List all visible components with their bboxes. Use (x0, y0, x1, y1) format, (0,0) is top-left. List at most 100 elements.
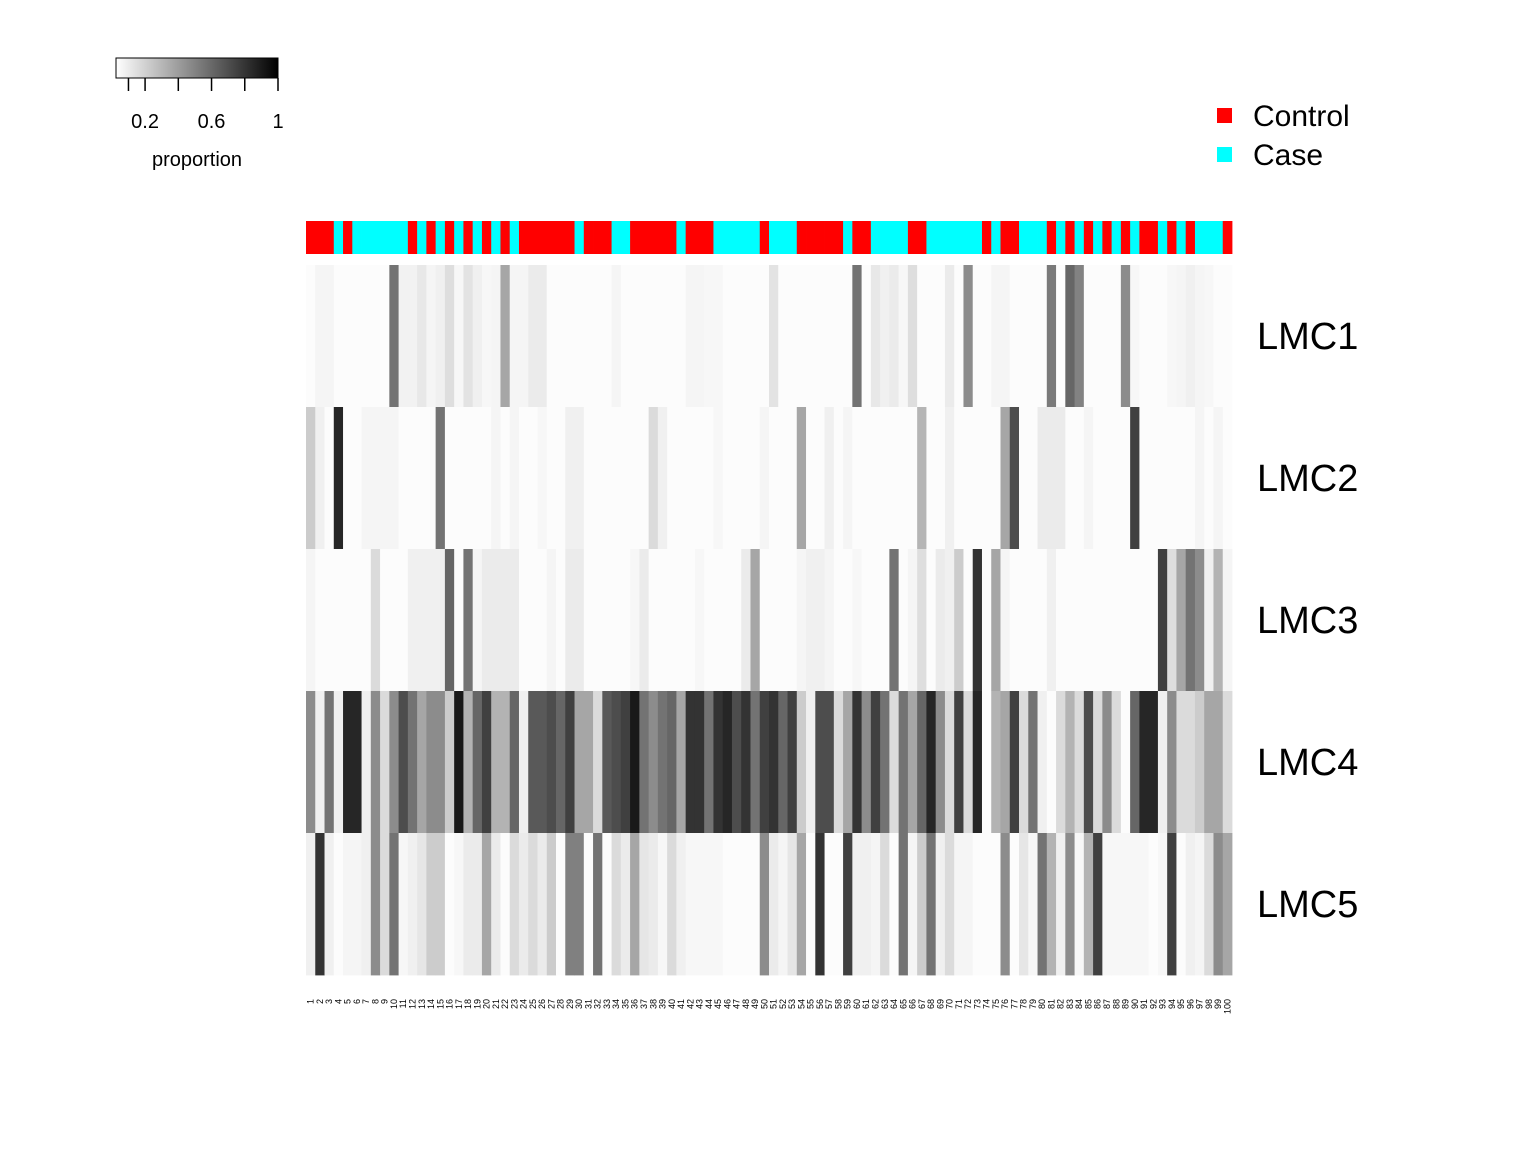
heatmap-cell (1046, 549, 1057, 692)
heatmap-cell (926, 691, 937, 834)
heatmap-cell (1093, 549, 1103, 692)
heatmap-cell (315, 407, 325, 550)
heatmap-cell (1139, 549, 1150, 692)
heatmap-cell (324, 691, 335, 834)
heatmap-cell (787, 407, 798, 550)
column-label: 1 (306, 999, 316, 1004)
heatmap-cell (1083, 407, 1094, 550)
heatmap-cell (907, 833, 918, 976)
heatmap-cell (426, 407, 437, 550)
column-label: 22 (500, 999, 510, 1009)
column-label: 39 (658, 999, 668, 1009)
column-label: 91 (1139, 999, 1149, 1009)
heatmap-cell (454, 407, 464, 550)
heatmap-cell (981, 407, 992, 550)
row-label: LMC5 (1257, 884, 1358, 926)
group-cell (1028, 221, 1038, 254)
row-label: LMC2 (1257, 458, 1358, 500)
heatmap-cell (981, 549, 992, 692)
group-cell (315, 221, 325, 254)
heatmap-cell (972, 691, 983, 834)
heatmap-cell (759, 265, 770, 408)
heatmap-cell (546, 833, 557, 976)
heatmap-cell (333, 833, 344, 976)
group-cell (509, 221, 520, 254)
heatmap-cell (880, 691, 890, 834)
heatmap-cell (370, 691, 381, 834)
heatmap-cell (741, 833, 751, 976)
group-cell (639, 221, 650, 254)
heatmap-cell (407, 833, 418, 976)
heatmap-cell (1185, 265, 1196, 408)
heatmap-cell (1037, 265, 1048, 408)
heatmap-cell (1176, 549, 1187, 692)
heatmap-cell (713, 407, 724, 550)
heatmap-cell (843, 549, 853, 692)
heatmap-cell (528, 833, 538, 976)
group-cell (463, 221, 474, 254)
heatmap-cell (852, 407, 862, 550)
group-cell (704, 221, 714, 254)
heatmap-cell (685, 407, 696, 550)
heatmap-cell (583, 691, 594, 834)
group-cell (1204, 221, 1214, 254)
heatmap-cell (472, 549, 483, 692)
heatmap-cell (380, 407, 390, 550)
heatmap-cell (1185, 833, 1196, 976)
column-label: 2 (315, 999, 325, 1004)
group-cell (528, 221, 538, 254)
heatmap-cell (981, 265, 992, 408)
heatmap-cell (444, 833, 455, 976)
group-cell (565, 221, 575, 254)
heatmap-cell (1028, 549, 1038, 692)
group-cell (1157, 221, 1168, 254)
column-label: 31 (583, 999, 593, 1009)
group-cell (917, 221, 927, 254)
column-label: 94 (1167, 999, 1177, 1009)
heatmap-cell (1074, 549, 1085, 692)
column-label: 57 (824, 999, 834, 1009)
column-label: 33 (602, 999, 612, 1009)
heatmap-cell (843, 691, 853, 834)
column-label: 73 (972, 999, 982, 1009)
column-label: 86 (1093, 999, 1103, 1009)
heatmap-cell (796, 691, 807, 834)
heatmap-cell (907, 549, 918, 692)
legend-swatch-case (1217, 147, 1232, 162)
heatmap-cell (1204, 265, 1214, 408)
heatmap-cell (500, 691, 511, 834)
column-label: 90 (1130, 999, 1140, 1009)
heatmap-cell (620, 407, 631, 550)
heatmap-cell (1037, 407, 1048, 550)
heatmap-cell (778, 833, 788, 976)
heatmap-cell (1046, 265, 1057, 408)
heatmap-cell (657, 833, 668, 976)
heatmap-cell (907, 407, 918, 550)
heatmap-cell (731, 833, 742, 976)
heatmap-cell (324, 407, 335, 550)
column-label: 63 (880, 999, 890, 1009)
heatmap-cell (639, 549, 650, 692)
column-label: 56 (815, 999, 825, 1009)
color-key-gradient (115, 57, 279, 79)
heatmap-cell (537, 691, 548, 834)
group-cell (1213, 221, 1224, 254)
heatmap-cell (833, 265, 844, 408)
column-label: 55 (806, 999, 816, 1009)
column-label: 30 (574, 999, 584, 1009)
heatmap-cell (935, 265, 946, 408)
heatmap-cell (991, 265, 1001, 408)
heatmap-cell (1148, 833, 1159, 976)
heatmap-cell (704, 549, 714, 692)
heatmap-cell (491, 549, 501, 692)
heatmap-cell (602, 833, 612, 976)
heatmap-cell (759, 691, 770, 834)
heatmap-cell (843, 833, 853, 976)
heatmap-cell (731, 691, 742, 834)
heatmap-cell (1065, 265, 1075, 408)
heatmap-cell (435, 833, 446, 976)
column-label: 29 (565, 999, 575, 1009)
heatmap-cell (1148, 691, 1159, 834)
heatmap-cell (1019, 833, 1029, 976)
heatmap-cell (565, 833, 575, 976)
